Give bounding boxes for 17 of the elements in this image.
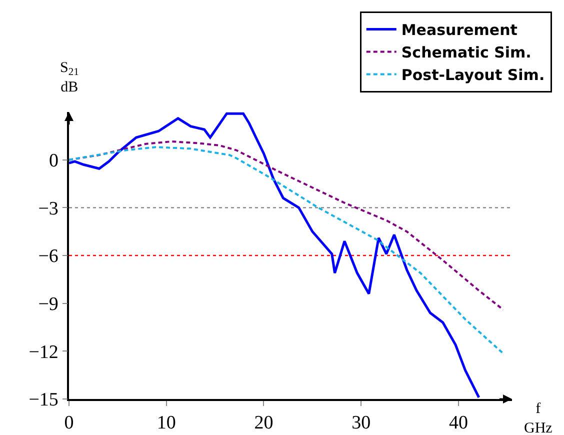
x-tick-label: 30 (352, 412, 371, 434)
x-tick-label: 10 (156, 412, 176, 434)
y-tick-label: −6 (38, 246, 58, 268)
legend-label: Post-Layout Sim. (401, 66, 545, 84)
y-tick-label: −3 (38, 198, 58, 220)
legend-label: Measurement (401, 21, 518, 40)
y-axis-title: S$_{21}$ dB (60, 60, 79, 96)
y-tick-label: −9 (38, 294, 58, 315)
legend-label: Schematic Sim. (401, 44, 532, 62)
y-tick-label: −12 (28, 342, 58, 363)
x-tick-label: 40 (448, 412, 468, 434)
y-tick-label: 0 (48, 150, 58, 172)
y-tick-label: −15 (28, 390, 58, 411)
x-axis-title: f GHz (524, 401, 553, 435)
x-tick-label: 0 (64, 412, 74, 434)
line-series (69, 146, 506, 356)
x-tick-label: 20 (254, 412, 274, 434)
